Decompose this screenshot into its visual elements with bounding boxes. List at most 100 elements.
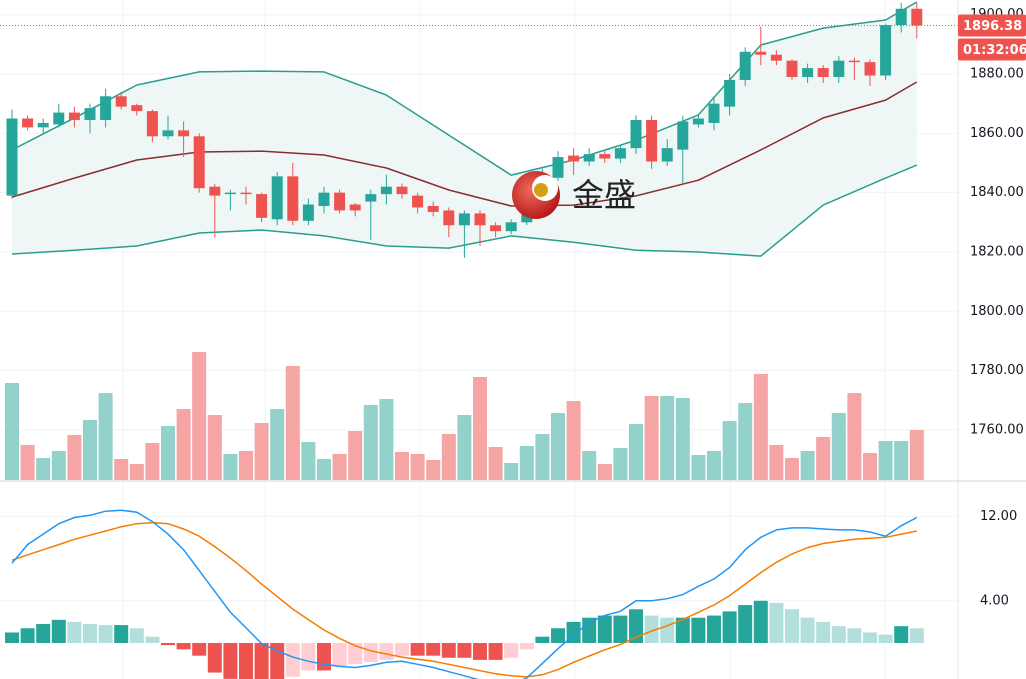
candle-body (568, 155, 580, 162)
volume-bar (223, 454, 238, 480)
macd-hist-bar (769, 602, 784, 644)
y-tick-label: 1760.00 (970, 422, 1024, 437)
macd-hist-bar (114, 625, 129, 644)
volume-bar (207, 415, 222, 480)
volume-bar (629, 424, 643, 480)
macd-hist-bar (83, 624, 97, 644)
candle-body (271, 176, 283, 220)
volume-bar (551, 413, 565, 480)
volume-bar (644, 396, 659, 480)
macd-hist-bar (332, 643, 347, 667)
candle-body (692, 118, 704, 125)
macd-hist-bar (5, 632, 19, 644)
volume-bar (566, 401, 581, 480)
macd-hist-bar (675, 617, 690, 644)
candle-body (880, 25, 892, 76)
candle-body (287, 176, 299, 221)
candle-body (334, 192, 346, 211)
macd-hist-bar (473, 643, 487, 660)
macd-hist-bar (738, 605, 753, 644)
y-tick-label: 1800.00 (970, 304, 1024, 319)
y-tick-label: 1840.00 (970, 185, 1024, 200)
volume-bar (473, 377, 487, 480)
price-tag (958, 14, 1026, 37)
y-tick-label: 12.00 (980, 509, 1017, 524)
candle-body (162, 130, 174, 137)
macd-dif-line (11, 509, 918, 679)
candle-body (770, 54, 782, 61)
macd-hist-bar (519, 643, 534, 650)
volume-bar (51, 451, 66, 480)
y-tick-label: 4.00 (980, 593, 1009, 608)
macd-hist-bar (660, 617, 675, 644)
macd-hist-bar (317, 643, 331, 671)
candle-body (895, 8, 907, 26)
macd-hist-bar (67, 621, 82, 644)
candle-body (380, 186, 392, 195)
macd-hist-bar (504, 643, 519, 658)
volume-bar (301, 442, 316, 480)
volume-bar (285, 366, 300, 480)
volume-bar (504, 463, 519, 480)
macd-hist-bar (753, 600, 768, 644)
volume-bar (738, 403, 753, 480)
volume-bar (83, 420, 97, 480)
volume-bar (5, 383, 19, 480)
volume-bar (145, 443, 160, 480)
candle-body (365, 194, 377, 202)
candle-body (552, 157, 564, 178)
macd-hist-bar (363, 643, 378, 663)
macd-hist-bar (161, 643, 175, 646)
volume-bar (161, 426, 175, 480)
macd-hist-bar (441, 643, 456, 658)
macd-hist-bar (192, 643, 207, 656)
macd-hist-bar (785, 609, 799, 644)
macd-hist-bar (207, 643, 222, 673)
macd-hist-bar (51, 619, 66, 644)
volume-bar (519, 446, 534, 480)
volume-bar (582, 451, 597, 480)
candle-body (755, 51, 767, 55)
volume-bar (878, 441, 893, 480)
volume-bar (441, 434, 456, 480)
price-pane (0, 1, 958, 480)
candle-body (22, 118, 34, 128)
macd-hist-bar (909, 628, 924, 644)
volume-bar (863, 453, 877, 480)
candle-body (68, 112, 80, 120)
candle-body (349, 204, 361, 211)
volume-bar (67, 435, 82, 480)
candle-body (848, 60, 860, 63)
volume-bar (20, 445, 35, 480)
candle-body (833, 60, 845, 77)
macd-dea-line (11, 521, 917, 678)
macd-hist-bar (535, 636, 550, 644)
macd-hist-bar (285, 643, 300, 677)
macd-pane (0, 509, 958, 679)
candle-body (193, 136, 205, 189)
macd-hist-bar (36, 624, 51, 644)
volume-bar (660, 396, 675, 480)
volume-bar (395, 452, 409, 480)
macd-hist-bar (145, 636, 160, 644)
volume-bar (270, 409, 285, 480)
volume-bar (847, 393, 862, 480)
volume-bar (597, 464, 612, 480)
macd-hist-bar (800, 617, 815, 644)
macd-hist-bar (457, 643, 472, 658)
macd-hist-bar (894, 626, 909, 644)
volume-bar (363, 405, 378, 480)
candle-body (646, 119, 658, 162)
candle-body (911, 8, 923, 26)
volume-bar (129, 464, 144, 480)
candle-body (614, 148, 626, 159)
y-tick-label: 1860.00 (970, 126, 1024, 141)
volume-bar (707, 451, 721, 480)
bollinger-middle (11, 81, 918, 207)
volume-bar (254, 423, 269, 480)
candle-body (100, 96, 112, 120)
macd-hist-bar (301, 643, 316, 671)
candle-body (802, 68, 814, 77)
price-axis: 1900.001880.001860.001840.001820.001800.… (958, 7, 1026, 608)
